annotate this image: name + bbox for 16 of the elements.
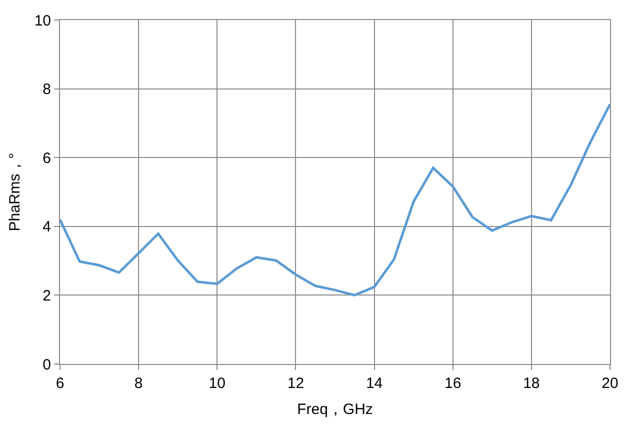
- y-axis-title: PhaRms，°: [6, 152, 24, 232]
- y-tick-label: 4: [42, 218, 51, 236]
- x-tick-label: 16: [444, 375, 462, 392]
- x-tick-label: 10: [208, 375, 226, 392]
- x-tick-label: 18: [523, 375, 540, 392]
- y-tick-label: 6: [42, 150, 51, 167]
- y-tick-label: 8: [42, 81, 51, 98]
- y-tick-label: 2: [42, 287, 51, 304]
- x-tick-label: 12: [287, 375, 304, 392]
- x-tick-label: 8: [134, 375, 143, 392]
- x-tick-label: 6: [56, 375, 64, 392]
- x-tick-label: 20: [602, 375, 618, 392]
- x-tick-label: 14: [366, 375, 383, 392]
- y-tick-label: 0: [42, 356, 51, 374]
- x-axis-title: Freq，GHz: [297, 401, 373, 418]
- y-tick-label: 10: [34, 12, 51, 30]
